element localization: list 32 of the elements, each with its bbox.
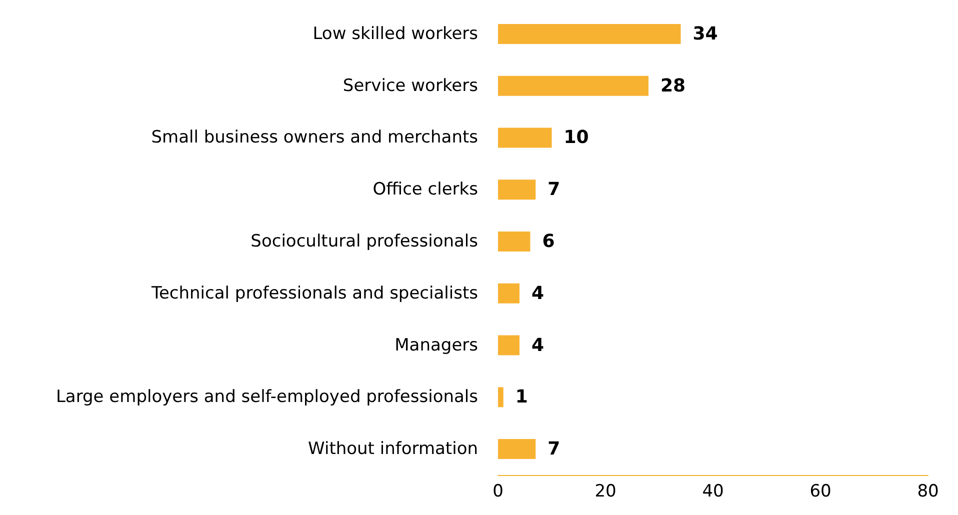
y-tick-label: Large employers and self-employed professionals <box>56 387 478 408</box>
bar <box>498 232 530 252</box>
x-tick-label: 60 <box>810 482 832 502</box>
y-tick-label: Technical professionals and specialists <box>150 283 478 304</box>
bar <box>498 128 552 148</box>
bar <box>498 439 536 460</box>
bar <box>498 387 504 408</box>
data-label: 1 <box>515 386 528 408</box>
y-tick-label: Office clerks <box>372 180 478 200</box>
bar <box>498 283 520 304</box>
data-label: 7 <box>548 438 560 460</box>
y-tick-label: Without information <box>308 439 478 460</box>
data-label: 28 <box>660 75 686 96</box>
y-tick-label: Service workers <box>342 76 478 96</box>
data-label: 7 <box>548 179 560 200</box>
bar <box>498 180 536 200</box>
data-label: 4 <box>532 334 544 356</box>
bar <box>498 335 520 356</box>
y-tick-label: Sociocultural professionals <box>250 232 478 252</box>
bar <box>498 24 681 44</box>
y-tick-label: Small business owners and merchants <box>151 128 478 148</box>
y-tick-label: Low skilled workers <box>312 24 478 44</box>
data-label: 6 <box>542 231 555 252</box>
bar <box>498 76 648 96</box>
data-label: 10 <box>564 127 589 148</box>
x-tick-label: 80 <box>917 482 939 502</box>
x-tick-label: 40 <box>702 482 724 502</box>
x-tick-label: 20 <box>594 482 616 502</box>
y-tick-label: Managers <box>394 335 478 356</box>
data-label: 4 <box>532 282 544 304</box>
data-label: 34 <box>692 23 718 44</box>
x-tick-label: 0 <box>492 482 504 502</box>
